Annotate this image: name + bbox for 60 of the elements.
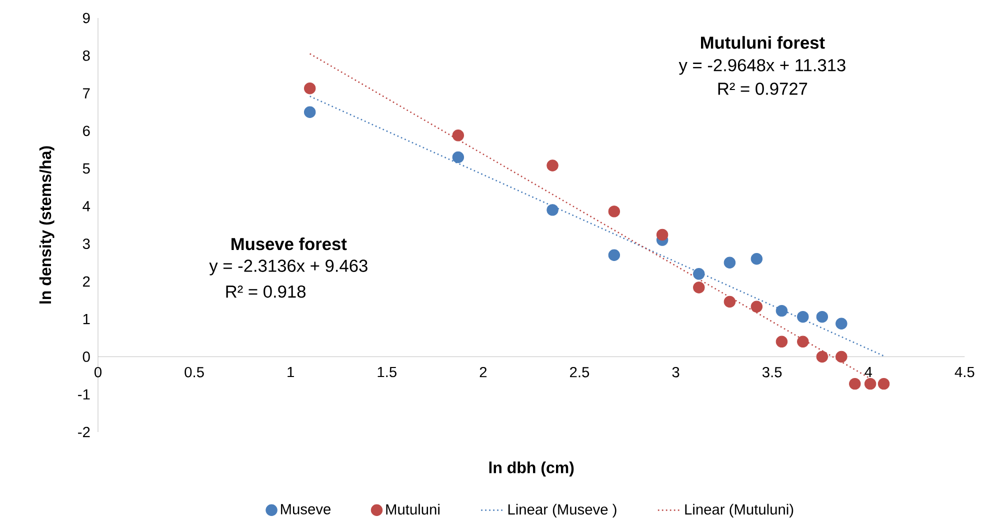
y-tick-label: 4 <box>82 201 90 212</box>
point <box>776 305 788 317</box>
point <box>776 336 788 348</box>
point <box>546 160 558 172</box>
point <box>452 130 464 142</box>
annotation: y = -2.9648x + 11.313 <box>678 59 846 75</box>
x-tick-label: 1 <box>288 367 294 378</box>
point <box>878 378 890 390</box>
point <box>608 206 620 218</box>
point <box>693 282 705 294</box>
annotation: R² = 0.918 <box>226 286 306 298</box>
annotation: y = -2.3136x + 9.463 <box>209 260 368 276</box>
point <box>546 204 558 216</box>
point <box>816 311 828 323</box>
annotation: R² = 0.9727 <box>718 82 808 95</box>
point <box>724 296 736 308</box>
y-tick-label: 7 <box>83 88 90 98</box>
point <box>693 268 705 280</box>
y-tick-label: 0 <box>82 352 90 362</box>
point <box>724 256 736 269</box>
point <box>750 253 763 265</box>
x-tick-label: 0 <box>94 367 102 378</box>
x-tick-label: 0.5 <box>184 367 204 378</box>
y-tick-label: 2 <box>83 276 90 287</box>
point <box>836 318 848 330</box>
annotation: Mutuluni forest <box>701 36 825 49</box>
y-tick-label: 6 <box>83 126 90 136</box>
annotation: Museve forest <box>232 238 347 250</box>
y-tick-label: 1 <box>83 314 90 324</box>
point <box>797 336 809 348</box>
x-tick-label: 2.5 <box>570 367 590 378</box>
x-axis-title: ln dbh (cm) <box>489 462 574 477</box>
y-tick-label: 9 <box>82 12 90 24</box>
x-tick-label: 4.5 <box>954 367 974 378</box>
point <box>816 350 828 363</box>
x-tick-label: 3.5 <box>762 367 782 378</box>
legend-label: Linear (Museve ) <box>508 504 616 518</box>
legend-label: Museve <box>281 504 330 514</box>
y-tick-label: -2 <box>78 426 90 438</box>
x-tick-label: 1.5 <box>378 367 396 378</box>
point <box>656 229 668 241</box>
point <box>750 300 763 313</box>
point <box>452 151 464 164</box>
point <box>304 82 316 94</box>
x-tick-label: 2 <box>480 367 487 378</box>
point <box>797 311 809 323</box>
point <box>304 106 316 118</box>
point <box>608 249 620 262</box>
y-tick-label: 3 <box>82 238 90 250</box>
point <box>849 378 861 390</box>
y-tick-label: 5 <box>82 164 90 174</box>
y-tick-label: -1 <box>78 389 90 400</box>
x-tick-label: 3 <box>672 367 680 378</box>
x-tick-label: 4 <box>864 367 872 378</box>
y-tick-label: 8 <box>82 50 90 61</box>
point <box>836 350 848 363</box>
point <box>864 378 876 390</box>
legend-label: Mutuluni <box>386 504 440 515</box>
y-axis-title: ln density (stems/ha) <box>39 146 54 304</box>
legend-label: Linear (Mutuluni) <box>685 504 794 518</box>
